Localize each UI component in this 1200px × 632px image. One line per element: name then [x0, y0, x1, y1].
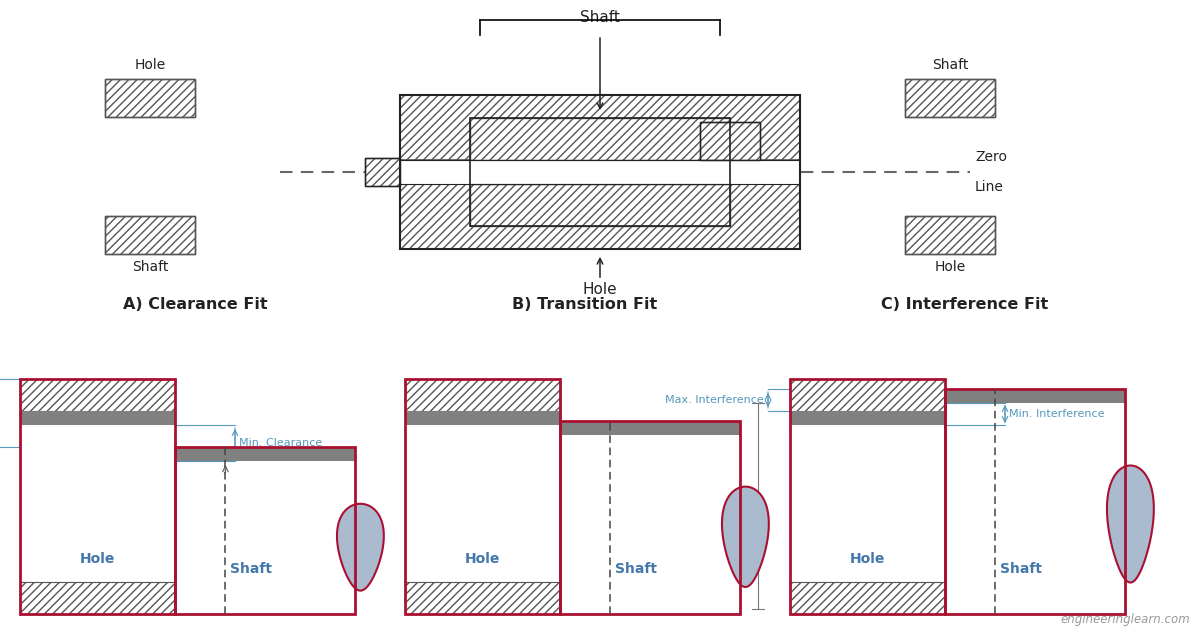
- Polygon shape: [1106, 466, 1154, 583]
- Text: Shaft: Shaft: [614, 562, 656, 576]
- Text: Shaft: Shaft: [580, 10, 620, 25]
- Text: Shaft: Shaft: [932, 58, 968, 72]
- Text: Shaft: Shaft: [132, 260, 168, 274]
- Bar: [700, 122, 760, 160]
- Polygon shape: [722, 487, 769, 587]
- Bar: [470, 118, 730, 226]
- Bar: [905, 79, 995, 117]
- Bar: [700, 122, 760, 160]
- Bar: [470, 160, 730, 184]
- Text: A) Clearance Fit: A) Clearance Fit: [122, 297, 268, 312]
- Bar: [20, 379, 175, 411]
- Bar: [905, 216, 995, 254]
- Bar: [790, 379, 944, 614]
- Bar: [175, 461, 355, 614]
- Bar: [560, 421, 740, 614]
- Text: Min. Clearance: Min. Clearance: [239, 438, 323, 448]
- Text: Zero: Zero: [974, 150, 1007, 164]
- Bar: [20, 411, 175, 425]
- Text: engineeringlearn.com: engineeringlearn.com: [1061, 613, 1190, 626]
- Text: Min. Interference: Min. Interference: [1009, 409, 1104, 419]
- Bar: [106, 79, 196, 117]
- Bar: [400, 95, 800, 160]
- Bar: [20, 379, 175, 614]
- Text: Hole: Hole: [464, 552, 500, 566]
- Bar: [404, 379, 560, 411]
- Bar: [905, 79, 995, 117]
- Bar: [790, 582, 944, 614]
- Bar: [560, 435, 740, 614]
- Bar: [400, 184, 800, 249]
- Polygon shape: [337, 504, 384, 591]
- Bar: [560, 421, 740, 435]
- Bar: [365, 158, 400, 186]
- Bar: [944, 389, 1124, 614]
- Bar: [404, 411, 560, 425]
- Bar: [404, 379, 560, 614]
- Bar: [20, 425, 175, 582]
- Bar: [404, 582, 560, 614]
- Bar: [400, 95, 800, 249]
- Text: Hole: Hole: [935, 260, 966, 274]
- Text: Shaft: Shaft: [229, 562, 271, 576]
- Bar: [944, 403, 1124, 614]
- Text: C) Interference Fit: C) Interference Fit: [881, 297, 1049, 312]
- Bar: [175, 447, 355, 614]
- Text: Hole: Hole: [850, 552, 886, 566]
- Bar: [944, 389, 1124, 403]
- Text: Hole: Hole: [80, 552, 115, 566]
- Text: Hole: Hole: [134, 58, 166, 72]
- Text: Hole: Hole: [583, 282, 617, 297]
- Bar: [20, 582, 175, 614]
- Bar: [404, 425, 560, 582]
- Bar: [365, 158, 400, 186]
- Bar: [470, 184, 730, 226]
- Bar: [106, 216, 196, 254]
- Text: Line: Line: [974, 180, 1004, 194]
- Bar: [790, 425, 944, 582]
- Bar: [175, 447, 355, 461]
- Bar: [106, 216, 196, 254]
- Bar: [470, 118, 730, 160]
- Bar: [905, 216, 995, 254]
- Bar: [106, 79, 196, 117]
- Bar: [730, 160, 800, 184]
- Bar: [790, 411, 944, 425]
- Text: B) Transition Fit: B) Transition Fit: [512, 297, 658, 312]
- Text: Shaft: Shaft: [1000, 562, 1042, 576]
- Bar: [790, 379, 944, 411]
- Text: Max. Interference: Max. Interference: [665, 395, 764, 405]
- Bar: [400, 160, 470, 184]
